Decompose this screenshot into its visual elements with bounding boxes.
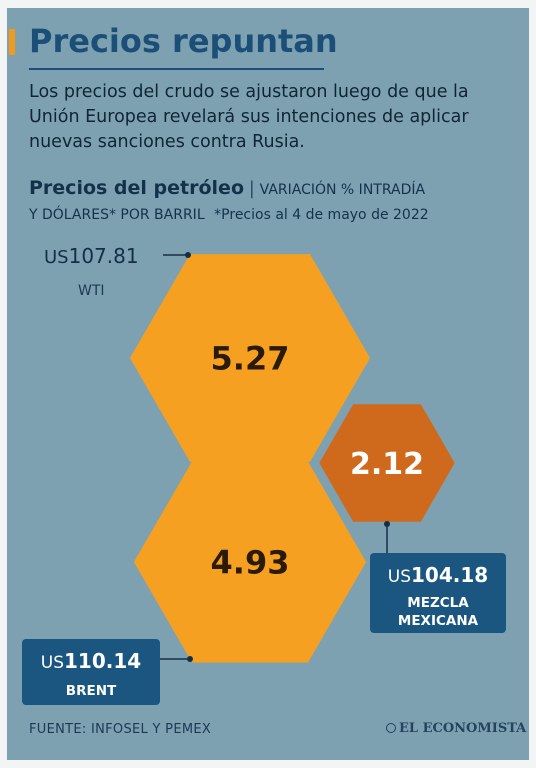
brent-price-line: US110.14 xyxy=(22,649,160,673)
mezcla-change-value: 2.12 xyxy=(350,447,424,482)
title-underline xyxy=(29,68,324,70)
brand-logo: EL ECONOMISTA xyxy=(386,721,526,736)
wti-currency: US xyxy=(44,247,69,268)
mezcla-label-box: US104.18 MEZCLA MEXICANA xyxy=(370,553,506,633)
wti-price: 107.81 xyxy=(68,244,139,268)
mezcla-name-line1: MEZCLA xyxy=(407,595,469,611)
mezcla-name-line2: MEXICANA xyxy=(397,613,479,629)
chart-note: *Precios al 4 de mayo de 2022 xyxy=(214,207,429,223)
brent-label-box: US110.14 BRENT xyxy=(22,639,160,705)
wti-hexagon xyxy=(130,254,370,462)
chart-title-separator: | xyxy=(248,178,255,199)
brent-change-value: 4.93 xyxy=(211,544,290,582)
chart-heading: Precios del petróleo | VARIACIÓN % INTRA… xyxy=(29,176,499,227)
brent-name-label: BRENT xyxy=(65,683,117,699)
page-title: Precios repuntan xyxy=(29,22,338,60)
title-accent-bar xyxy=(9,29,15,55)
chart-title: Precios del petróleo xyxy=(29,177,244,199)
brand-mark-icon xyxy=(386,723,396,733)
chart-subtitle-line2: Y DÓLARES* POR BARRIL xyxy=(29,207,205,223)
brent-hexagon xyxy=(133,461,367,663)
brand-name: EL ECONOMISTA xyxy=(399,721,527,736)
brent-currency: US xyxy=(40,653,65,673)
mezcla-name-label: MEZCLA MEXICANA xyxy=(370,594,506,630)
wti-price-label: US107.81 xyxy=(44,244,139,268)
source-credit: FUENTE: INFOSEL Y PEMEX xyxy=(29,722,212,737)
page-subtitle: Los precios del crudo se ajustaron luego… xyxy=(29,82,469,152)
brent-price: 110.14 xyxy=(64,649,142,673)
wti-change-value: 5.27 xyxy=(211,340,290,378)
mezcla-connector-dot xyxy=(384,521,390,527)
mezcla-price: 104.18 xyxy=(411,563,489,587)
mezcla-currency: US xyxy=(387,567,412,587)
wti-name-label: WTI xyxy=(78,283,105,299)
wti-connector-dot xyxy=(185,252,191,258)
chart-subtitle-line1: VARIACIÓN % INTRADÍA xyxy=(259,182,426,198)
mezcla-price-line: US104.18 xyxy=(370,563,506,587)
mezcla-hexagon xyxy=(319,404,455,522)
brent-connector-dot xyxy=(187,656,193,662)
